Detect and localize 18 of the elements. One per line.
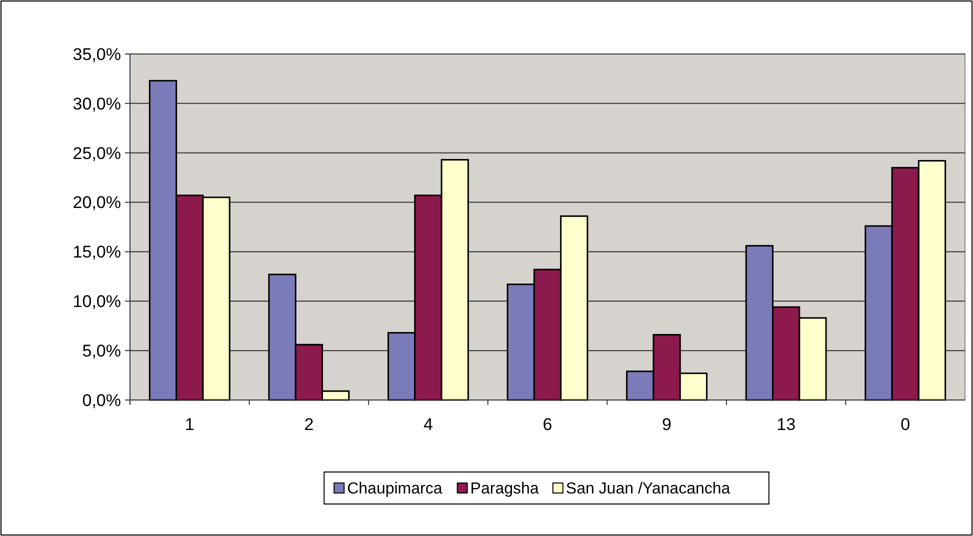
y-tick-label: 5,0%	[82, 342, 121, 361]
y-tick-label: 20,0%	[72, 193, 121, 212]
x-tick-label: 1	[184, 415, 194, 434]
y-tick-label: 0,0%	[82, 390, 121, 410]
legend-label: Chaupimarca	[347, 480, 442, 498]
y-tick-label: 15,0%	[72, 242, 121, 262]
y-tick-label: 30,0%	[72, 94, 121, 114]
y-tick-label: 10,0%	[72, 292, 121, 312]
y-tick-label: 25,0%	[72, 144, 121, 163]
x-tick-label: 4	[423, 415, 433, 434]
x-tick-label: 2	[304, 415, 314, 434]
x-tick-label: 6	[542, 415, 552, 434]
legend-label: San Juan /Yanacancha	[566, 480, 730, 498]
x-tick-label: 0	[900, 415, 910, 434]
legend-label: Paragsha	[470, 480, 539, 498]
x-tick-label: 9	[662, 415, 672, 434]
y-tick-label: 35,0%	[72, 44, 121, 64]
x-tick-label: 13	[776, 415, 796, 434]
